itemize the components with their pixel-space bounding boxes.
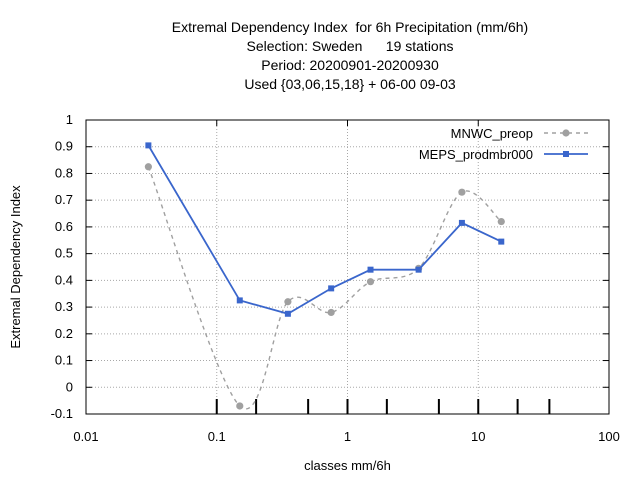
- x-axis-label: classes mm/6h: [304, 458, 391, 473]
- y-tick-label: 1: [66, 112, 73, 127]
- y-tick-label: 0.3: [55, 299, 73, 314]
- title-line-3: Period: 20200901-20200930: [261, 57, 439, 73]
- title-line-1: Extremal Dependency Index for 6h Precipi…: [171, 19, 529, 35]
- x-tick-label: 1: [344, 429, 351, 444]
- data-point: [327, 308, 335, 317]
- title-line-4: Used {03,06,15,18} + 06-00 09-03: [244, 76, 456, 92]
- data-point: [458, 188, 466, 196]
- data-point: [497, 217, 505, 226]
- legend-marker: [562, 129, 570, 137]
- data-point: [144, 163, 152, 171]
- y-tick-label: 0.4: [55, 272, 73, 287]
- y-axis-ticks: -0.1 0 0.1 0.2 0.3 0.4 0.5 0.6 0.7 0.8 0.9 1: [51, 112, 609, 421]
- data-point: [367, 266, 374, 273]
- data-point: [366, 278, 375, 286]
- title-line-2: Selection: Sweden 19 stations: [246, 38, 454, 54]
- data-point: [236, 402, 244, 410]
- x-tick-label: 0.01: [73, 429, 98, 444]
- series-line-MEPS_prodmbr000: [147, 144, 502, 315]
- data-point: [328, 285, 335, 292]
- y-tick-label: 0.1: [55, 353, 73, 368]
- legend: MNWC_preop MEPS_prodmbr000: [419, 126, 588, 162]
- y-tick-label: 0.5: [55, 246, 73, 261]
- data-point: [236, 297, 243, 304]
- x-axis-ticks: 0.01 0.1 1 10 100: [73, 120, 620, 444]
- y-tick-label: 0.8: [55, 165, 73, 180]
- data-point: [498, 238, 505, 245]
- legend-marker: [563, 151, 569, 157]
- y-tick-label: 0.2: [55, 326, 73, 341]
- y-tick-label: 0.9: [55, 139, 73, 154]
- class-threshold-marks: [215, 399, 551, 414]
- y-tick-label: 0.7: [55, 192, 73, 207]
- series-layer: [144, 142, 505, 410]
- y-tick-label: -0.1: [51, 406, 73, 421]
- chart-title: Extremal Dependency Index for 6h Precipi…: [0, 18, 640, 94]
- data-point: [415, 266, 422, 273]
- data-point: [145, 142, 152, 149]
- y-axis-label: Extremal Dependency Index: [8, 185, 23, 349]
- data-point: [284, 298, 292, 306]
- data-point: [458, 219, 465, 226]
- grid: [86, 120, 609, 414]
- x-tick-label: 100: [598, 429, 620, 444]
- series-line-MNWC_preop: [147, 166, 502, 410]
- legend-label: MNWC_preop: [451, 126, 533, 141]
- x-tick-label: 0.1: [208, 429, 226, 444]
- data-point: [284, 310, 291, 317]
- legend-label: MEPS_prodmbr000: [419, 147, 533, 162]
- y-tick-label: 0.6: [55, 219, 73, 234]
- y-tick-label: 0: [66, 379, 73, 394]
- x-tick-label: 10: [471, 429, 485, 444]
